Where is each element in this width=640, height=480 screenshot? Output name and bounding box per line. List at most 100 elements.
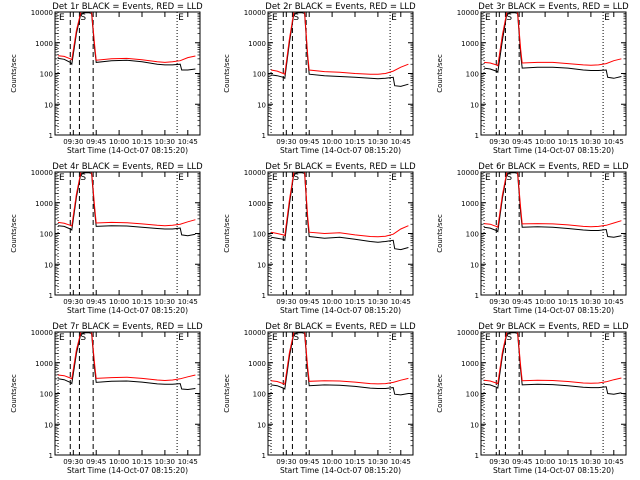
y-axis-label: Counts/sec	[223, 214, 231, 253]
marker-label: S	[80, 13, 86, 23]
x-tick-label: 10:30	[155, 298, 175, 306]
plot-frame	[267, 331, 414, 456]
y-tick-label: 1	[49, 132, 53, 140]
lld-series-line	[58, 172, 196, 227]
panel-title: Det 8r BLACK = Events, RED = LLD	[265, 322, 416, 332]
plot-frame	[480, 11, 627, 136]
x-tick-label: 10:30	[581, 138, 601, 146]
y-tick-label: 10000	[457, 169, 479, 177]
marker-label: S	[293, 173, 299, 183]
y-tick-label: 100	[40, 71, 53, 79]
y-tick-label: 10	[470, 421, 479, 429]
marker-label: E	[59, 173, 65, 183]
lld-series-line	[58, 332, 196, 382]
y-tick-label: 1000	[461, 40, 479, 48]
events-series-line	[58, 332, 196, 391]
x-tick-label: 10:15	[345, 298, 365, 306]
y-axis-label: Counts/sec	[10, 214, 18, 253]
y-tick-label: 10	[257, 421, 266, 429]
events-series-line	[271, 332, 409, 396]
marker-label: S	[506, 333, 512, 343]
y-tick-label: 1000	[248, 200, 266, 208]
x-tick-label: 10:15	[132, 138, 152, 146]
y-tick-label: 1	[475, 292, 479, 300]
events-series-line	[58, 172, 196, 237]
x-tick-label: 09:30	[276, 458, 296, 466]
x-tick-label: 10:00	[322, 458, 342, 466]
marker-label: E	[178, 13, 184, 23]
plot-frame	[54, 171, 201, 296]
x-tick-label: 09:45	[299, 458, 319, 466]
x-tick-label: 10:45	[391, 298, 411, 306]
panel-title: Det 4r BLACK = Events, RED = LLD	[52, 162, 203, 172]
x-axis-label: Start Time (14-Oct-07 08:15:20)	[280, 306, 401, 315]
x-tick-label: 10:45	[604, 298, 624, 306]
x-tick-label: 10:30	[155, 138, 175, 146]
marker-label: E	[59, 333, 65, 343]
y-tick-label: 100	[253, 71, 266, 79]
panel-title: Det 5r BLACK = Events, RED = LLD	[265, 162, 416, 172]
x-axis-label: Start Time (14-Oct-07 08:15:20)	[67, 146, 188, 155]
y-tick-label: 10	[257, 101, 266, 109]
y-axis-label: Counts/sec	[436, 54, 444, 93]
y-tick-label: 1	[475, 132, 479, 140]
plot-frame	[54, 331, 201, 456]
y-tick-label: 10000	[31, 9, 53, 17]
x-axis-label: Start Time (14-Oct-07 08:15:20)	[493, 306, 614, 315]
events-series-line	[271, 12, 409, 87]
y-tick-label: 100	[466, 391, 479, 399]
x-tick-label: 10:00	[322, 138, 342, 146]
x-tick-label: 10:45	[391, 458, 411, 466]
x-tick-label: 10:15	[345, 458, 365, 466]
x-axis-label: Start Time (14-Oct-07 08:15:20)	[280, 146, 401, 155]
x-tick-label: 09:45	[86, 458, 106, 466]
y-tick-label: 100	[40, 231, 53, 239]
x-tick-label: 10:45	[391, 138, 411, 146]
y-tick-label: 1	[262, 132, 266, 140]
x-tick-label: 09:45	[299, 298, 319, 306]
x-tick-label: 10:15	[558, 298, 578, 306]
y-axis-label: Counts/sec	[223, 374, 231, 413]
x-tick-label: 10:45	[178, 458, 198, 466]
x-tick-label: 10:00	[535, 458, 555, 466]
det-5-panel: Det 5r BLACK = Events, RED = LLD 1 10 100 10…	[223, 162, 416, 315]
y-tick-label: 1	[475, 452, 479, 460]
y-axis-label: Counts/sec	[436, 374, 444, 413]
x-tick-label: 10:00	[535, 298, 555, 306]
marker-label: E	[178, 333, 184, 343]
y-tick-label: 1	[49, 292, 53, 300]
y-tick-label: 10	[44, 101, 53, 109]
y-tick-label: 10000	[31, 329, 53, 337]
x-tick-label: 10:15	[558, 138, 578, 146]
lld-series-line	[484, 332, 622, 385]
marker-label: E	[485, 333, 491, 343]
det-9-panel: Det 9r BLACK = Events, RED = LLD 1 10 100 10…	[436, 322, 629, 475]
y-tick-label: 10	[44, 421, 53, 429]
marker-label: E	[485, 173, 491, 183]
lld-series-line	[270, 172, 409, 238]
y-tick-label: 100	[466, 231, 479, 239]
y-tick-label: 10000	[244, 329, 266, 337]
x-tick-label: 10:30	[368, 458, 388, 466]
lld-series-line	[58, 12, 196, 63]
x-tick-label: 10:30	[155, 458, 175, 466]
x-tick-label: 09:30	[63, 458, 83, 466]
y-tick-label: 10	[470, 101, 479, 109]
y-tick-label: 1000	[248, 40, 266, 48]
x-tick-label: 09:45	[512, 458, 532, 466]
y-tick-label: 1	[262, 292, 266, 300]
x-tick-label: 09:45	[86, 138, 106, 146]
x-axis-label: Start Time (14-Oct-07 08:15:20)	[280, 466, 401, 475]
events-series-line	[484, 332, 622, 395]
x-axis-label: Start Time (14-Oct-07 08:15:20)	[67, 466, 188, 475]
panel-title: Det 1r BLACK = Events, RED = LLD	[52, 2, 203, 12]
marker-label: E	[391, 13, 397, 23]
lld-series-line	[484, 172, 622, 228]
plot-frame	[267, 11, 414, 136]
marker-label: E	[604, 173, 610, 183]
y-tick-label: 1000	[461, 360, 479, 368]
marker-label: E	[604, 333, 610, 343]
y-tick-label: 10000	[244, 9, 266, 17]
panel-title: Det 2r BLACK = Events, RED = LLD	[265, 2, 416, 12]
marker-label: S	[80, 173, 86, 183]
